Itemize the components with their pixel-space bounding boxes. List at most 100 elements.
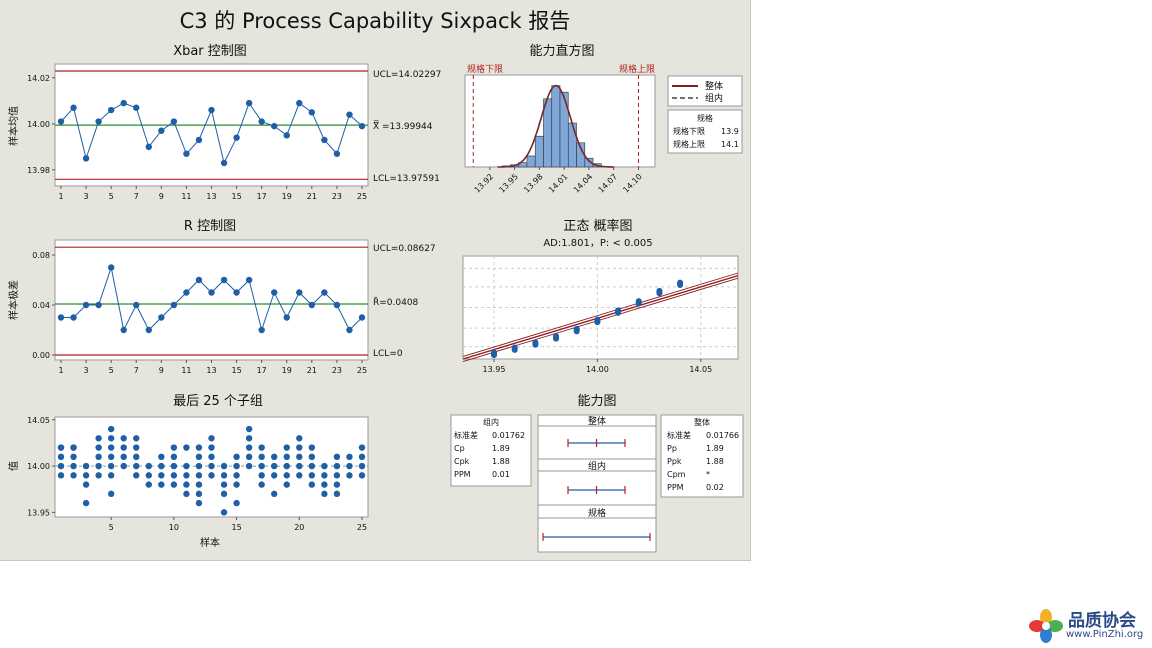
r-x-tick-label: 3 xyxy=(84,366,89,375)
subgroup-point xyxy=(333,453,341,461)
r-x-tick-label: 11 xyxy=(181,366,191,375)
pinzhi-logo[interactable]: 品质协会 www.PinZhi.org xyxy=(1028,606,1148,644)
xbar-ucl-label: UCL=14.02297 xyxy=(373,70,441,80)
hist-overall-curve xyxy=(497,84,615,168)
subgroup-point xyxy=(308,472,316,479)
xbar-point xyxy=(233,134,240,141)
xbar-y-tick-label: 14.02 xyxy=(27,74,50,83)
r-point xyxy=(296,289,303,296)
xbar-point xyxy=(296,99,303,107)
subgroup-point xyxy=(208,444,215,451)
subgroup-point xyxy=(358,453,366,461)
subgroup-point xyxy=(358,444,366,451)
normal-probability-plot: 正态 概率图 AD:1.801，P: < 0.005 13.95 14.00 14.… xyxy=(462,218,739,374)
interval-spec-label: 规格 xyxy=(588,507,606,519)
prob-x-tick-label: 14.05 xyxy=(689,365,712,374)
r-point xyxy=(258,326,265,334)
subgroup-point xyxy=(283,453,290,461)
prob-x-tick-label: 13.95 xyxy=(483,365,506,374)
r-chart: R 控制图 样本极差 0.000.040.081 3 5 7 9 11 13 15 17 19 21… xyxy=(7,219,436,375)
subgroup-point xyxy=(183,444,190,451)
subgroup-point xyxy=(358,462,366,470)
subgroup-point xyxy=(82,472,90,479)
subgroup-point xyxy=(283,444,290,451)
xbar-point xyxy=(271,122,278,130)
subgroup-point xyxy=(158,453,165,461)
within-stats-table xyxy=(450,414,532,487)
xbar-point xyxy=(70,104,77,111)
subgroup-point xyxy=(107,444,115,451)
within-row-name: 标准差 xyxy=(454,430,478,440)
subgroup-point xyxy=(195,453,203,461)
interval-within-label: 组内 xyxy=(588,460,606,472)
hist-x-tick-label: 14.04 xyxy=(572,172,595,195)
subgroup-point xyxy=(170,481,178,488)
r-point xyxy=(70,314,77,321)
r-title: R 控制图 xyxy=(184,219,236,234)
subgroup-point xyxy=(133,453,140,461)
logo-title: 品质协会 xyxy=(1068,611,1136,631)
r-point xyxy=(208,289,215,296)
within-row-name: Cp xyxy=(454,444,465,453)
subgroups-x-tick-label: 25 xyxy=(357,523,367,532)
xbar-x-tick-label: 25 xyxy=(357,192,367,201)
overall-row-name: Ppk xyxy=(667,457,682,466)
prob-subtitle: AD:1.801，P: < 0.005 xyxy=(543,238,652,249)
xbar-point xyxy=(283,132,290,139)
interval-box-spec xyxy=(537,504,657,553)
xbar-x-tick-label: 11 xyxy=(181,192,191,201)
r-x-tick-label: 21 xyxy=(307,366,317,375)
r-x-tick-label: 7 xyxy=(134,366,139,375)
subgroup-point xyxy=(258,444,265,451)
subgroup-point xyxy=(107,453,115,461)
subgroups-x-tick-label: 20 xyxy=(294,523,304,532)
xbar-x-tick-label: 13 xyxy=(206,192,216,201)
subgroup-point xyxy=(308,462,316,470)
spec-usl-name: 规格上限 xyxy=(673,139,705,149)
prob-point xyxy=(656,287,663,294)
prob-x-tick-label: 14.00 xyxy=(586,365,609,374)
within-row-value: 1.89 xyxy=(492,444,510,453)
subgroup-point xyxy=(333,481,341,488)
xbar-point xyxy=(107,106,115,114)
subgroup-point xyxy=(321,481,328,488)
r-x-tick-label: 25 xyxy=(357,366,367,375)
xbar-x-tick-label: 9 xyxy=(159,192,164,201)
subgroup-point xyxy=(158,481,165,488)
prob-point xyxy=(532,339,539,346)
subgroup-point xyxy=(296,444,303,451)
subgroups-y-tick-label: 14.05 xyxy=(27,416,50,425)
subgroup-point xyxy=(57,453,65,461)
subgroup-point xyxy=(258,481,265,488)
subgroup-point xyxy=(233,499,240,507)
prob-point xyxy=(573,325,580,332)
subgroup-point xyxy=(208,462,215,470)
r-point xyxy=(346,326,353,334)
r-point xyxy=(220,276,228,284)
subgroup-point xyxy=(346,462,353,470)
subgroup-point xyxy=(271,462,278,470)
subgroup-point xyxy=(82,481,90,488)
subgroup-point xyxy=(220,490,228,498)
subgroup-point xyxy=(271,490,278,498)
xbar-point xyxy=(258,118,265,125)
spec-lsl-value: 13.9 xyxy=(721,127,739,136)
interval-within-marks xyxy=(567,486,626,494)
prob-point xyxy=(511,344,518,351)
hist-x-tick-label: 14.10 xyxy=(621,172,644,195)
r-x-tick-label: 19 xyxy=(282,366,292,375)
r-center-label: R̄=0.0408 xyxy=(373,296,419,308)
r-point xyxy=(233,289,240,296)
overall-row-value: 1.89 xyxy=(706,444,724,453)
xbar-point xyxy=(120,99,127,107)
capability-histogram: 能力直方图 13.92 13.95 13.98 14.01 14.04 14.07 14.1… xyxy=(464,43,743,195)
xbar-point xyxy=(133,104,140,111)
subgroup-point xyxy=(95,435,102,442)
subgroup-point xyxy=(321,490,328,498)
xbar-x-tick-label: 17 xyxy=(257,192,267,201)
xbar-point xyxy=(158,127,165,134)
r-point xyxy=(158,314,165,321)
xbar-point xyxy=(245,99,253,107)
overall-row-value: * xyxy=(706,470,710,479)
